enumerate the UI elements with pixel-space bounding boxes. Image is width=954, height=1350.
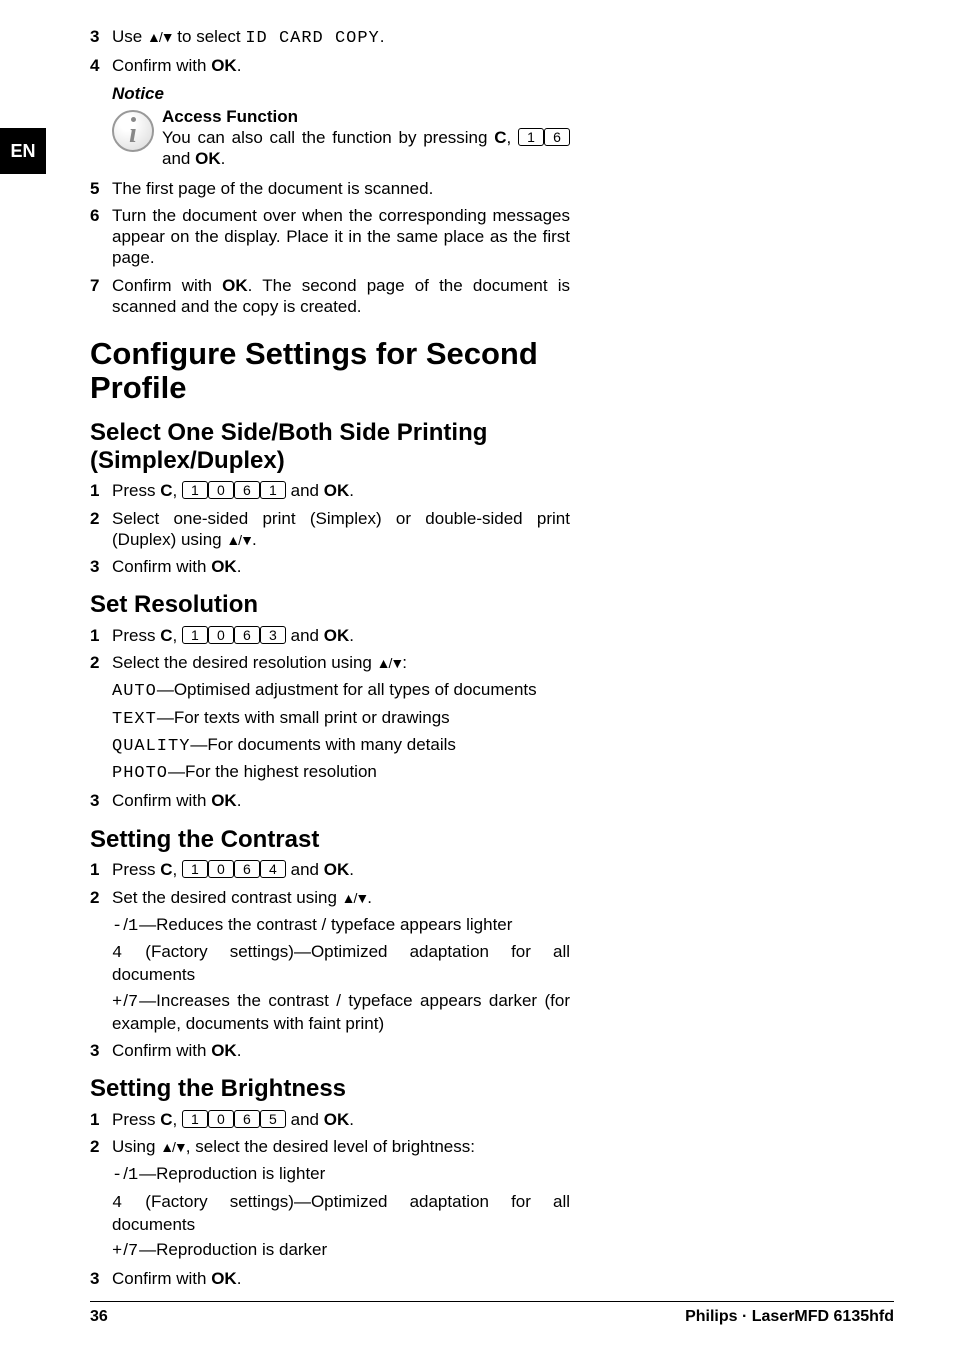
step-number: 2 xyxy=(90,887,112,908)
step: 7Confirm with OK. The second page of the… xyxy=(90,275,570,318)
sec1-steps: 1Press C, 1061 and OK.2Select one-sided … xyxy=(90,480,570,577)
steps-top: 3Use ▲/▼ to select ID CARD COPY.4Confirm… xyxy=(90,26,570,77)
step-sub: QUALITY—For documents with many details xyxy=(112,734,570,757)
step-body: Confirm with OK. xyxy=(112,790,570,811)
step-sub: +/7—Reproduction is darker xyxy=(112,1239,570,1262)
step-body: Confirm with OK. xyxy=(112,55,570,76)
step-number: 3 xyxy=(90,790,112,811)
step-number: 6 xyxy=(90,205,112,269)
notice-body: You can also call the function by pressi… xyxy=(162,127,570,170)
step: 1Press C, 1061 and OK. xyxy=(90,480,570,501)
h2-brightness: Setting the Brightness xyxy=(90,1075,570,1103)
step: 1Press C, 1065 and OK. xyxy=(90,1109,570,1130)
step: 2Select one-sided print (Simplex) or dou… xyxy=(90,508,570,551)
step-number: 2 xyxy=(90,1136,112,1157)
step-body: Turn the document over when the correspo… xyxy=(112,205,570,269)
step: 3Confirm with OK. xyxy=(90,556,570,577)
step-body: Select one-sided print (Simplex) or doub… xyxy=(112,508,570,551)
step-number: 2 xyxy=(90,508,112,551)
step-body: Use ▲/▼ to select ID CARD COPY. xyxy=(112,26,570,49)
h2-contrast: Setting the Contrast xyxy=(90,826,570,854)
step-body: Press C, 1061 and OK. xyxy=(112,480,570,501)
footer: 36 Philips · LaserMFD 6135hfd xyxy=(90,1301,894,1326)
step: 3Confirm with OK. xyxy=(90,1040,570,1061)
step-number: 7 xyxy=(90,275,112,318)
h2-resolution: Set Resolution xyxy=(90,591,570,619)
notice-title: Access Function xyxy=(162,106,570,127)
step-sub: TEXT—For texts with small print or drawi… xyxy=(112,707,570,730)
sec2-steps: 1Press C, 1063 and OK.2Select the desire… xyxy=(90,625,570,812)
footer-model: Philips · LaserMFD 6135hfd xyxy=(685,1308,894,1326)
step: 6Turn the document over when the corresp… xyxy=(90,205,570,269)
step-sub: -/1—Reduces the contrast / typeface appe… xyxy=(112,914,570,937)
step-body: Confirm with OK. xyxy=(112,1040,570,1061)
steps-mid: 5The first page of the document is scann… xyxy=(90,178,570,318)
info-icon: ı xyxy=(112,110,154,152)
sec4-steps: 1Press C, 1065 and OK.2Using ▲/▼, select… xyxy=(90,1109,570,1290)
step: 1Press C, 1063 and OK. xyxy=(90,625,570,646)
step-sub: PHOTO—For the highest resolution xyxy=(112,761,570,784)
step: 3Confirm with OK. xyxy=(90,790,570,811)
step-number: 4 xyxy=(90,55,112,76)
notice-label: Notice xyxy=(112,83,570,104)
step-number: 5 xyxy=(90,178,112,199)
step-number: 1 xyxy=(90,859,112,880)
step: 2Select the desired resolution using ▲/▼… xyxy=(90,652,570,673)
step-body: The first page of the document is scanne… xyxy=(112,178,570,199)
step-body: Using ▲/▼, select the desired level of b… xyxy=(112,1136,570,1157)
step-body: Press C, 1064 and OK. xyxy=(112,859,570,880)
step-number: 3 xyxy=(90,26,112,49)
step: 2Set the desired contrast using ▲/▼. xyxy=(90,887,570,908)
step-number: 1 xyxy=(90,625,112,646)
step-body: Set the desired contrast using ▲/▼. xyxy=(112,887,570,908)
step-body: Confirm with OK. The second page of the … xyxy=(112,275,570,318)
step-sub: +/7—Increases the contrast / typeface ap… xyxy=(112,990,570,1035)
step: 3Confirm with OK. xyxy=(90,1268,570,1289)
step: 2Using ▲/▼, select the desired level of … xyxy=(90,1136,570,1157)
page-number: 36 xyxy=(90,1308,108,1326)
step: 4Confirm with OK. xyxy=(90,55,570,76)
step-number: 1 xyxy=(90,480,112,501)
h1-configure: Configure Settings for Second Profile xyxy=(90,337,570,405)
step-number: 3 xyxy=(90,1268,112,1289)
step-number: 2 xyxy=(90,652,112,673)
step-sub: 4 (Factory settings)—Optimized adaptatio… xyxy=(112,941,570,986)
sec3-steps: 1Press C, 1064 and OK.2Set the desired c… xyxy=(90,859,570,1061)
notice-box: ı Access Function You can also call the … xyxy=(112,106,570,170)
step-body: Press C, 1065 and OK. xyxy=(112,1109,570,1130)
step-number: 3 xyxy=(90,1040,112,1061)
step-sub: -/1—Reproduction is lighter xyxy=(112,1163,570,1186)
h2-simplex-duplex: Select One Side/Both Side Printing (Simp… xyxy=(90,419,570,474)
step-body: Select the desired resolution using ▲/▼: xyxy=(112,652,570,673)
step-body: Confirm with OK. xyxy=(112,1268,570,1289)
step-number: 1 xyxy=(90,1109,112,1130)
step-body: Confirm with OK. xyxy=(112,556,570,577)
step: 3Use ▲/▼ to select ID CARD COPY. xyxy=(90,26,570,49)
step: 1Press C, 1064 and OK. xyxy=(90,859,570,880)
step-sub: 4 (Factory settings)—Optimized adaptatio… xyxy=(112,1191,570,1236)
language-tab: EN xyxy=(0,128,46,174)
step: 5The first page of the document is scann… xyxy=(90,178,570,199)
step-body: Press C, 1063 and OK. xyxy=(112,625,570,646)
step-number: 3 xyxy=(90,556,112,577)
step-sub: AUTO—Optimised adjustment for all types … xyxy=(112,679,570,702)
